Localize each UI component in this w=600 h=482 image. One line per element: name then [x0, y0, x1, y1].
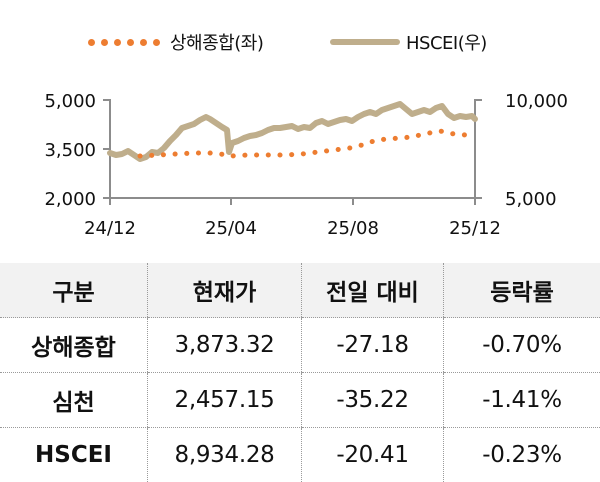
column-header: 구분 — [0, 263, 148, 318]
current-price: 2,457.15 — [148, 373, 302, 428]
line-chart: 5,000 3,500 2,000 10,000 5,000 24/12 25/… — [0, 80, 600, 255]
x-axis-tick: 25/08 — [327, 218, 379, 239]
change-rate: -1.41% — [444, 373, 600, 428]
shanghai-series-dotted-line — [140, 131, 466, 156]
table-row: 상해종합 3,873.32 -27.18 -0.70% — [0, 318, 600, 373]
legend-item-shanghai: 상해종합(좌) — [88, 26, 263, 58]
solid-line-marker-icon — [330, 39, 400, 45]
x-axis-tick: 24/12 — [84, 218, 136, 239]
table-row: HSCEI 8,934.28 -20.41 -0.23% — [0, 428, 600, 482]
current-price: 3,873.32 — [148, 318, 302, 373]
x-axis-tick: 25/12 — [449, 218, 501, 239]
legend-label-hscei: HSCEI(우) — [406, 29, 487, 55]
index-name: 심천 — [0, 373, 148, 428]
legend-item-hscei: HSCEI(우) — [330, 26, 487, 58]
current-price: 8,934.28 — [148, 428, 302, 482]
table-row: 심천 2,457.15 -35.22 -1.41% — [0, 373, 600, 428]
index-name: 상해종합 — [0, 318, 148, 373]
dotted-line-marker-icon — [88, 39, 160, 46]
right-axis-tick: 10,000 — [505, 91, 568, 112]
daily-change: -20.41 — [302, 428, 444, 482]
chart-legend: 상해종합(좌) HSCEI(우) — [0, 26, 600, 58]
index-quote-table: 구분 현재가 전일 대비 등락률 상해종합 3,873.32 -27.18 -0… — [0, 263, 600, 482]
daily-change: -35.22 — [302, 373, 444, 428]
column-header: 등락률 — [444, 263, 600, 318]
column-header: 현재가 — [148, 263, 302, 318]
column-header: 전일 대비 — [302, 263, 444, 318]
right-axis-tick: 5,000 — [505, 189, 557, 210]
left-axis-tick: 3,500 — [44, 140, 96, 161]
legend-label-shanghai: 상해종합(좌) — [170, 29, 263, 55]
left-axis-tick: 5,000 — [44, 91, 96, 112]
daily-change: -27.18 — [302, 318, 444, 373]
index-name: HSCEI — [0, 428, 148, 482]
table-header-row: 구분 현재가 전일 대비 등락률 — [0, 263, 600, 318]
x-axis-tick: 25/04 — [205, 218, 257, 239]
hscei-series-line — [110, 104, 475, 159]
change-rate: -0.23% — [444, 428, 600, 482]
change-rate: -0.70% — [444, 318, 600, 373]
left-axis-tick: 2,000 — [44, 189, 96, 210]
